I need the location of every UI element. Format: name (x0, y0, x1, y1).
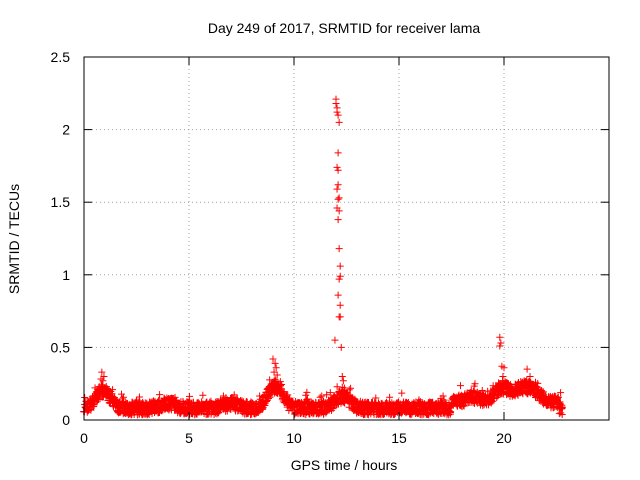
data-point (259, 405, 267, 413)
data-point (333, 383, 341, 391)
data-point (340, 384, 348, 392)
data-point (554, 393, 562, 401)
data-point (336, 272, 344, 280)
data-point (335, 207, 343, 215)
data-point (230, 391, 238, 399)
data-point (272, 364, 280, 372)
data-point (526, 372, 534, 380)
y-tick-label: 2.5 (51, 49, 71, 65)
y-tick-label: 0 (62, 412, 70, 428)
data-point (555, 410, 563, 418)
data-point (347, 384, 355, 392)
data-point (326, 389, 334, 397)
data-point (316, 393, 324, 401)
data-point (557, 409, 565, 417)
data-point (333, 108, 341, 116)
data-point (338, 372, 346, 380)
data-point (276, 378, 284, 386)
x-tick-label: 10 (286, 430, 302, 446)
data-point (99, 377, 107, 385)
x-tick-label: 20 (496, 430, 512, 446)
data-point (105, 386, 113, 394)
data-points (80, 95, 566, 419)
data-point (496, 342, 504, 350)
data-point (331, 336, 339, 344)
data-point (336, 262, 344, 270)
data-point (523, 365, 531, 373)
data-point (100, 372, 108, 380)
data-point (278, 381, 286, 389)
data-point (337, 343, 345, 351)
data-point (489, 397, 497, 405)
data-point (336, 301, 344, 309)
data-point (254, 408, 262, 416)
data-point (558, 404, 566, 412)
data-point (269, 355, 277, 363)
data-point (335, 275, 343, 283)
y-tick-label: 1.5 (51, 194, 71, 210)
data-point (539, 388, 547, 396)
data-point (372, 394, 380, 402)
data-point (334, 111, 342, 119)
data-point (386, 393, 394, 401)
grid-lines (84, 57, 609, 420)
data-point (271, 375, 279, 383)
data-point (457, 382, 465, 390)
data-point (270, 368, 278, 376)
data-point (145, 410, 153, 418)
data-point (334, 216, 342, 224)
x-tick-label: 0 (80, 430, 88, 446)
y-tick-label: 0.5 (51, 339, 71, 355)
data-point (499, 372, 507, 380)
data-point (264, 395, 272, 403)
data-point (332, 99, 340, 107)
data-point (557, 389, 565, 397)
data-point (334, 149, 342, 157)
data-point (345, 386, 353, 394)
y-axis-label: SRMTID / TECUs (6, 184, 22, 294)
data-point (273, 371, 281, 379)
y-tick-label: 1 (62, 267, 70, 283)
data-point (199, 391, 207, 399)
data-point (135, 393, 143, 401)
data-point (156, 391, 164, 399)
data-point (271, 359, 279, 367)
chart-title: Day 249 of 2017, SRMTID for receiver lam… (208, 20, 481, 36)
data-point (500, 364, 508, 372)
data-point (335, 118, 343, 126)
data-point (496, 333, 504, 341)
data-point (497, 339, 505, 347)
data-point (333, 163, 341, 171)
data-point (323, 391, 331, 399)
data-point (98, 368, 106, 376)
data-point (398, 389, 406, 397)
x-tick-label: 15 (391, 430, 407, 446)
x-axis-label: GPS time / hours (291, 457, 398, 473)
data-point (303, 388, 311, 396)
data-point (334, 181, 342, 189)
data-point (439, 392, 447, 400)
data-point (339, 377, 347, 385)
data-point (529, 381, 537, 389)
data-point (336, 313, 344, 321)
data-point (471, 380, 479, 388)
data-point (335, 194, 343, 202)
data-point (81, 394, 89, 402)
data-point (334, 195, 342, 203)
data-point (266, 376, 274, 384)
data-point (333, 185, 341, 193)
data-point (335, 245, 343, 253)
data-point (109, 386, 117, 394)
data-point (334, 291, 342, 299)
data-point (185, 392, 193, 400)
x-tick-label: 5 (185, 430, 193, 446)
plot-frame (83, 56, 610, 421)
data-point (318, 392, 326, 400)
y-tick-label: 2 (62, 122, 70, 138)
axis-ticks: 0 5 10 15 20 0 0.5 1 1.5 2 2.5 (51, 49, 609, 446)
data-point (334, 166, 342, 174)
data-point (558, 410, 566, 418)
